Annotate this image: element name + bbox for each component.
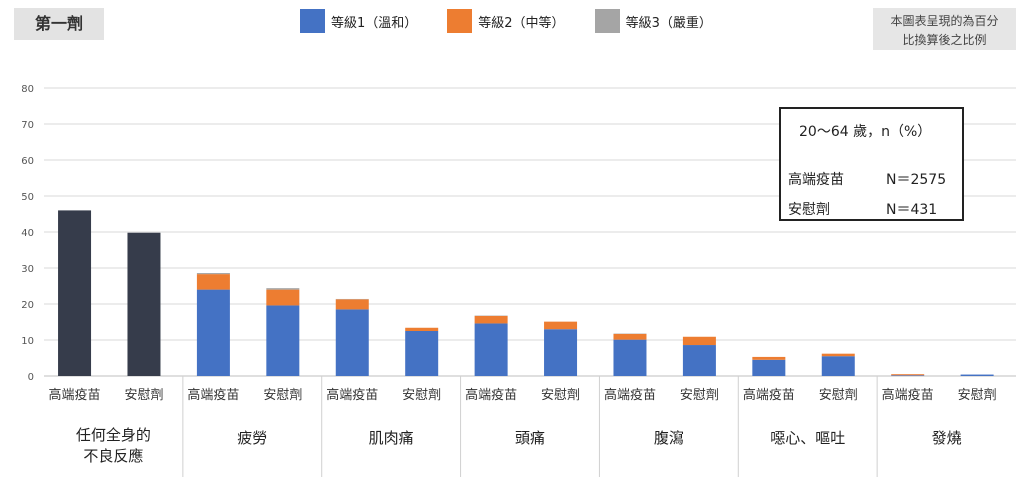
bar-segment-grade1	[335, 309, 369, 376]
note-line-1: 本圖表呈現的為百分	[890, 14, 999, 28]
group-label: 任何全身的不良反應	[76, 426, 151, 465]
x-tick-label: 高端疫苗	[465, 387, 517, 403]
legend-swatch-grade1	[300, 9, 325, 33]
bar-segment-grade1	[196, 289, 230, 376]
x-tick-label: 高端疫苗	[49, 387, 101, 403]
x-tick-label: 高端疫苗	[743, 387, 795, 403]
bar-segment-grade1	[613, 339, 647, 376]
y-tick-label: 20	[21, 300, 34, 311]
bar-segment-grade1	[752, 359, 786, 376]
group-label: 噁心、嘔吐	[770, 429, 845, 447]
bar-segment-grade2	[752, 356, 786, 360]
x-tick-label: 高端疫苗	[604, 387, 656, 403]
y-tick-label: 10	[21, 336, 34, 347]
y-tick-label: 70	[21, 120, 34, 131]
info-label-placebo: 安慰劑	[788, 202, 830, 218]
x-tick-label: 安慰劑	[263, 387, 302, 403]
bar-segment-grade2	[405, 327, 439, 331]
x-tick-label: 高端疫苗	[326, 387, 378, 403]
y-tick-label: 50	[21, 192, 34, 203]
info-heading: 20～64 歲，n（%）	[799, 124, 932, 140]
bar-segment-grade2	[821, 353, 855, 357]
bar-segment-grade1	[474, 323, 508, 376]
bar-segment-grade2	[474, 315, 508, 324]
group-label: 發燒	[932, 429, 962, 447]
legend-item-grade2: 等級2（中等）	[447, 9, 565, 33]
x-tick-label: 安慰劑	[124, 387, 163, 403]
sample-info-box: 20～64 歲，n（%） 高端疫苗 N＝2575 安慰劑 N＝431	[779, 107, 964, 221]
bar-segment-grade2	[266, 289, 300, 306]
legend-swatch-grade3	[594, 9, 620, 33]
info-label-vaccine: 高端疫苗	[788, 172, 844, 188]
percentage-note: 本圖表呈現的為百分 比換算後之比例	[873, 8, 1016, 50]
legend-label-grade3: 等級3（嚴重）	[625, 15, 712, 31]
bar-segment-grade3	[266, 288, 300, 290]
dose-label: 第一劑	[14, 8, 104, 40]
x-tick-label: 高端疫苗	[187, 387, 239, 403]
bar-segment-grade1	[405, 331, 439, 376]
y-tick-label: 30	[21, 264, 34, 275]
bar-total	[127, 232, 161, 376]
x-tick-label: 安慰劑	[541, 387, 580, 403]
bar-segment-grade1	[266, 305, 300, 376]
x-tick-label: 安慰劑	[819, 387, 858, 403]
note-line-2: 比換算後之比例	[902, 33, 987, 47]
bar-segment-grade2	[682, 336, 716, 346]
bar-segment-grade2	[335, 299, 369, 310]
y-tick-label: 80	[21, 84, 34, 95]
y-tick-label: 60	[21, 156, 34, 167]
bar-segment-grade3	[196, 273, 230, 275]
info-value-vaccine: N＝2575	[886, 172, 947, 188]
legend-swatch-grade2	[447, 9, 473, 33]
group-label: 頭痛	[515, 429, 545, 447]
bar-segment-grade2	[196, 274, 230, 290]
chart-legend: 等級1（溫和） 等級2（中等） 等級3（嚴重）	[300, 9, 742, 33]
x-tick-label: 安慰劑	[402, 387, 441, 403]
info-value-placebo: N＝431	[886, 202, 938, 218]
info-row-vaccine: 高端疫苗 N＝2575	[788, 169, 958, 189]
y-tick-label: 0	[28, 372, 34, 383]
info-row-placebo: 安慰劑 N＝431	[788, 199, 958, 219]
bar-segment-grade2	[891, 374, 925, 376]
group-label: 肌肉痛	[369, 429, 414, 447]
legend-label-grade2: 等級2（中等）	[478, 15, 565, 31]
bar-total	[58, 210, 92, 376]
legend-label-grade1: 等級1（溫和）	[331, 15, 418, 31]
bar-segment-grade1	[891, 375, 925, 376]
x-tick-label: 高端疫苗	[882, 387, 934, 403]
bar-segment-grade2	[544, 321, 578, 330]
bar-segment-grade2	[613, 333, 647, 340]
bar-segment-grade1	[544, 329, 578, 376]
bar-segment-grade1	[821, 356, 855, 376]
group-label: 疲勞	[237, 429, 267, 447]
bar-segment-grade1	[682, 345, 716, 376]
y-tick-label: 40	[21, 228, 34, 239]
bar-segment-grade1	[960, 374, 994, 376]
legend-item-grade3: 等級3（嚴重）	[594, 9, 712, 33]
legend-item-grade1: 等級1（溫和）	[300, 9, 417, 33]
group-label: 腹瀉	[654, 429, 684, 447]
x-tick-label: 安慰劑	[680, 387, 719, 403]
x-tick-label: 安慰劑	[958, 387, 997, 403]
